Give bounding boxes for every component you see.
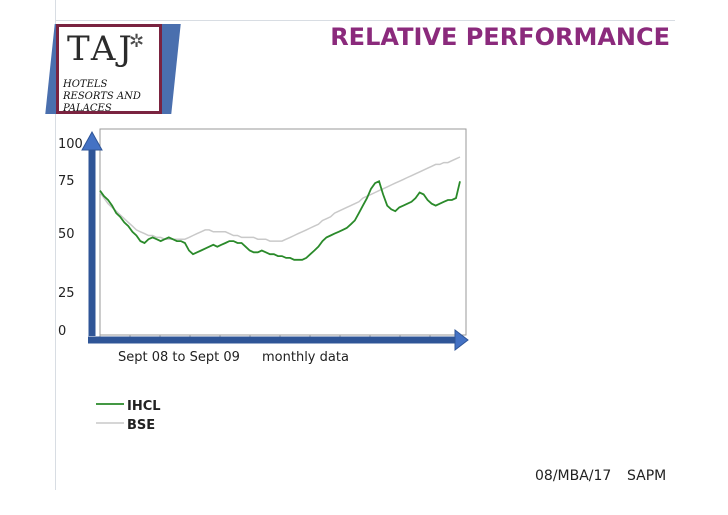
x-axis-label: monthly data bbox=[262, 350, 349, 365]
y-tick-label: 100 bbox=[58, 137, 83, 152]
y-tick-label: 75 bbox=[58, 174, 75, 189]
x-arrow-head-icon bbox=[454, 328, 469, 352]
legend-label-ihcl: IHCL bbox=[127, 399, 161, 414]
x-axis-label: Sept 08 to Sept 09 bbox=[118, 350, 240, 365]
logo-subtitle: HOTELS RESORTS AND PALACES bbox=[63, 79, 141, 114]
y-tick-label: 0 bbox=[58, 324, 66, 339]
y-arrow-head-icon bbox=[81, 130, 103, 151]
logo-brand: TAJ bbox=[67, 29, 136, 69]
footer-code: 08/MBA/17 bbox=[535, 468, 612, 484]
bse-series-line bbox=[99, 156, 461, 242]
footer-course: SAPM bbox=[627, 468, 667, 484]
ihcl-series-line bbox=[99, 180, 461, 261]
plot-area bbox=[99, 128, 467, 336]
y-tick-label: 25 bbox=[58, 286, 75, 301]
slide-title: RELATIVE PERFORMANCE bbox=[330, 23, 670, 51]
legend-label-bse: BSE bbox=[127, 418, 155, 433]
slide-border-vertical bbox=[55, 0, 56, 490]
slide-border-horizontal bbox=[55, 20, 675, 21]
taj-logo: TAJ ✲ HOTELS RESORTS AND PALACES bbox=[56, 24, 162, 114]
emblem-icon: ✲ bbox=[129, 31, 145, 52]
y-tick-label: 50 bbox=[58, 227, 75, 242]
